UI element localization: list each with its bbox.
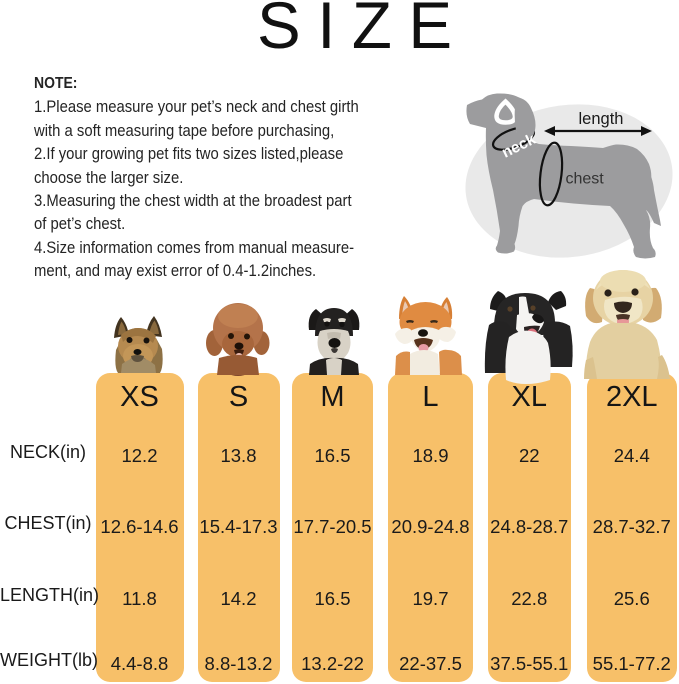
svg-text:chest: chest bbox=[566, 171, 605, 188]
svg-text:length: length bbox=[579, 110, 624, 128]
